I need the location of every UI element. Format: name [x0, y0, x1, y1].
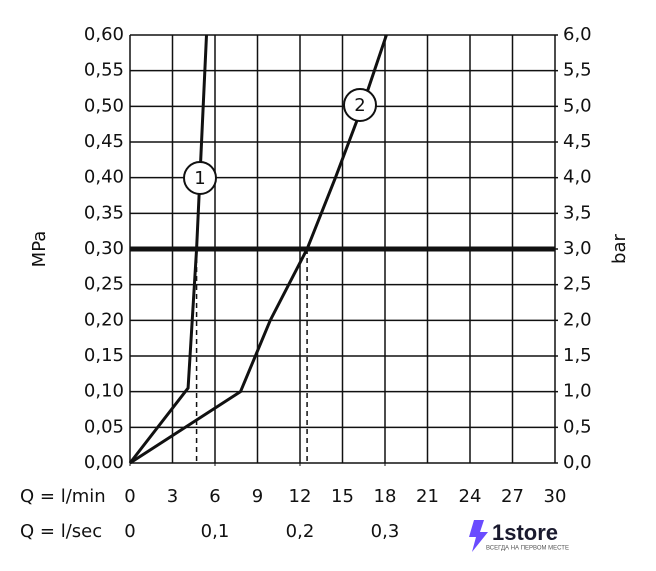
y2-tick-label: 3,0 — [563, 238, 592, 259]
y2-tick-label: 1,5 — [563, 345, 592, 366]
x2-tick-label: 0,1 — [201, 521, 230, 542]
y-tick-label: 0,25 — [84, 274, 124, 295]
y2-tick-label: 0,5 — [563, 416, 592, 437]
y2-tick-label: 5,5 — [563, 60, 592, 81]
y-tick-label: 0,30 — [84, 238, 124, 259]
x-tick-label: 27 — [501, 486, 524, 507]
y-tick-label: 0,55 — [84, 60, 124, 81]
x-axis-label: Q = l/min — [20, 486, 106, 507]
x2-tick-label: 0,2 — [286, 521, 315, 542]
x-tick-label: 0 — [124, 486, 135, 507]
y2-tick-label: 2,0 — [563, 309, 592, 330]
series-label-circle — [183, 161, 217, 195]
series-line — [128, 34, 208, 464]
x-tick-label: 30 — [544, 486, 567, 507]
y2-tick-label: 6,0 — [563, 24, 592, 45]
logo-icon — [469, 520, 488, 552]
y-tick-label: 0,00 — [84, 452, 124, 473]
x-tick-label: 3 — [167, 486, 178, 507]
y2-tick-label: 1,0 — [563, 381, 592, 402]
logo-tagline: ВСЕГДА НА ПЕРВОМ МЕСТЕ — [486, 546, 569, 552]
y2-tick-label: 3,5 — [563, 202, 592, 223]
x-tick-label: 21 — [416, 486, 439, 507]
x-tick-label: 24 — [459, 486, 482, 507]
x2-tick-label: 0 — [124, 521, 135, 542]
logo-brand: 1store — [492, 520, 558, 545]
x-tick-label: 9 — [252, 486, 263, 507]
y2-tick-label: 4,5 — [563, 131, 592, 152]
y2-tick-label: 4,0 — [563, 167, 592, 188]
x-tick-label: 6 — [209, 486, 220, 507]
y-tick-label: 0,40 — [84, 167, 124, 188]
series-label: 2 — [354, 95, 365, 116]
y2-tick-label: 0,0 — [563, 452, 592, 473]
x2-tick-label: 0,3 — [371, 521, 400, 542]
series-label-circle — [343, 88, 377, 122]
y-tick-label: 0,15 — [84, 345, 124, 366]
y-tick-label: 0,10 — [84, 381, 124, 402]
y-tick-label: 0,35 — [84, 202, 124, 223]
y-tick-label: 0,05 — [84, 416, 124, 437]
x-tick-label: 18 — [374, 486, 397, 507]
y2-tick-label: 5,0 — [563, 95, 592, 116]
x-tick-label: 12 — [289, 486, 312, 507]
y-tick-label: 0,20 — [84, 309, 124, 330]
x2-axis-label: Q = l/sec — [20, 521, 102, 542]
series-label: 1 — [194, 168, 205, 189]
y-tick-label: 0,45 — [84, 131, 124, 152]
y-tick-label: 0,60 — [84, 24, 124, 45]
y2-tick-label: 2,5 — [563, 274, 592, 295]
x-tick-label: 15 — [331, 486, 354, 507]
y2-axis-label: bar — [609, 233, 630, 263]
y-tick-label: 0,50 — [84, 95, 124, 116]
y-axis-label: MPa — [29, 231, 50, 268]
